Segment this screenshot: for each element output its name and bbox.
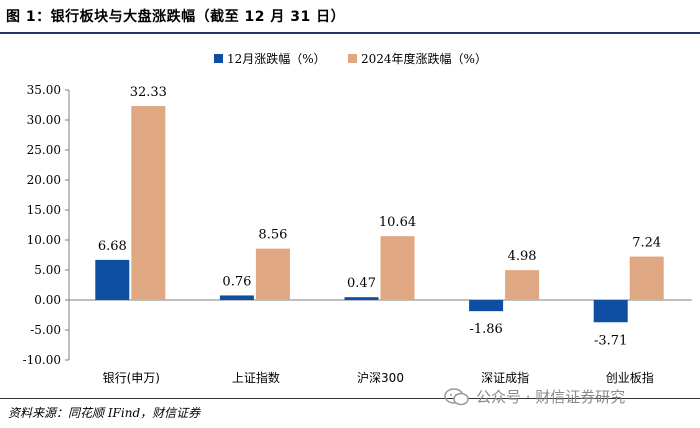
bar-annual (131, 106, 166, 301)
title-rule (0, 32, 700, 34)
y-tick-label: 30.00 (27, 113, 61, 127)
bar-annual (629, 256, 664, 300)
y-tick-label: 15.00 (27, 203, 61, 217)
bar-monthly (219, 295, 254, 300)
y-tick-label: 0.00 (34, 293, 61, 307)
bar-monthly (344, 297, 379, 300)
bar-monthly (593, 300, 628, 323)
y-tick-label: -5.00 (30, 323, 61, 337)
source-note: 资料来源：同花顺 IFind，财信证券 (8, 406, 201, 420)
bar-monthly (95, 259, 130, 300)
wechat-icon (444, 387, 469, 405)
bar-annual (380, 236, 415, 300)
data-label-annual: 7.24 (632, 236, 661, 251)
y-tick-label: 25.00 (27, 143, 61, 157)
data-label-monthly: 0.47 (347, 276, 376, 291)
data-label-monthly: -3.71 (594, 333, 627, 348)
data-label-annual: 8.56 (258, 228, 287, 243)
legend-label-series2: 2024年度涨跌幅（%） (361, 52, 487, 66)
bar-annual (255, 248, 290, 300)
data-label-monthly: 6.68 (98, 239, 127, 254)
bottom-rule (0, 398, 700, 399)
watermark: 公众号 · 财信证券研究 (444, 386, 625, 407)
x-category-label: 深证成指 (481, 370, 529, 385)
chart-legend: 12月涨跌幅（%） 2024年度涨跌幅（%） (0, 50, 700, 70)
legend-swatch-series1 (214, 54, 223, 63)
y-tick-label: 5.00 (34, 263, 61, 277)
x-category-label: 创业板指 (606, 370, 654, 385)
data-label-annual: 4.98 (508, 249, 537, 264)
legend-item-series1: 12月涨跌幅（%） (214, 50, 326, 67)
y-tick-label: 20.00 (27, 173, 61, 187)
y-tick-label: -10.00 (23, 353, 61, 367)
data-label-monthly: 0.76 (222, 274, 251, 289)
y-tick-label: 35.00 (27, 83, 61, 97)
x-category-label: 沪深300 (357, 371, 404, 385)
x-category-label: 上证指数 (232, 370, 280, 385)
legend-label-series1: 12月涨跌幅（%） (227, 52, 326, 66)
figure-title: 图 1：银行板块与大盘涨跌幅（截至 12 月 31 日） (6, 9, 346, 25)
data-label-annual: 32.33 (130, 85, 167, 100)
y-tick-label: 10.00 (27, 233, 61, 247)
legend-swatch-series2 (348, 54, 357, 63)
watermark-text: 公众号 · 财信证券研究 (476, 388, 626, 406)
legend-item-series2: 2024年度涨跌幅（%） (348, 50, 487, 67)
bar-monthly (469, 300, 504, 312)
data-label-monthly: -1.86 (469, 322, 502, 337)
x-category-label: 银行(申万) (103, 371, 160, 385)
bar-annual (505, 270, 540, 300)
data-label-annual: 10.64 (379, 215, 416, 230)
